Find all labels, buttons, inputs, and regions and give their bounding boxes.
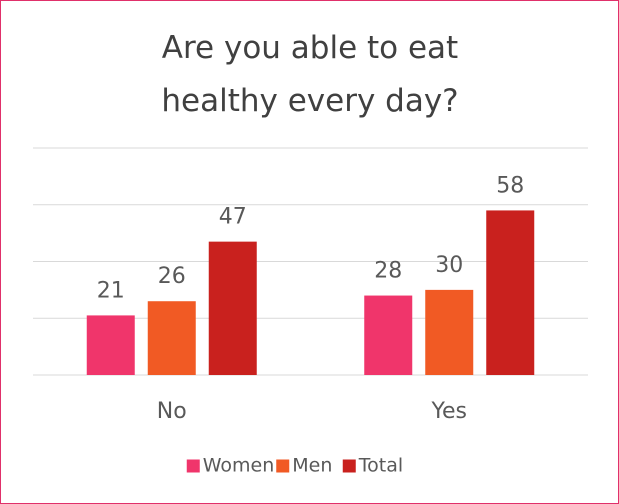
x-tick-label: Yes: [430, 399, 467, 424]
bar: [86, 315, 135, 375]
bar: [364, 295, 413, 375]
legend-swatch: [342, 459, 356, 473]
bar: [425, 289, 474, 375]
data-label: 58: [496, 173, 524, 198]
legend-swatch: [276, 459, 290, 473]
data-label: 30: [435, 253, 463, 278]
bar: [208, 241, 257, 375]
legend-label: Total: [358, 455, 403, 477]
bar: [486, 210, 535, 375]
x-tick-label: No: [157, 399, 187, 424]
data-label: 26: [158, 264, 186, 289]
chart-title: Are you able to eat healthy every day?: [161, 30, 459, 119]
data-label: 28: [374, 259, 402, 284]
data-label: 21: [97, 278, 125, 303]
bar: [147, 301, 196, 375]
legend-label: Men: [292, 455, 332, 477]
data-label: 47: [219, 205, 247, 230]
legend-label: Women: [203, 455, 275, 477]
legend-swatch: [186, 459, 200, 473]
